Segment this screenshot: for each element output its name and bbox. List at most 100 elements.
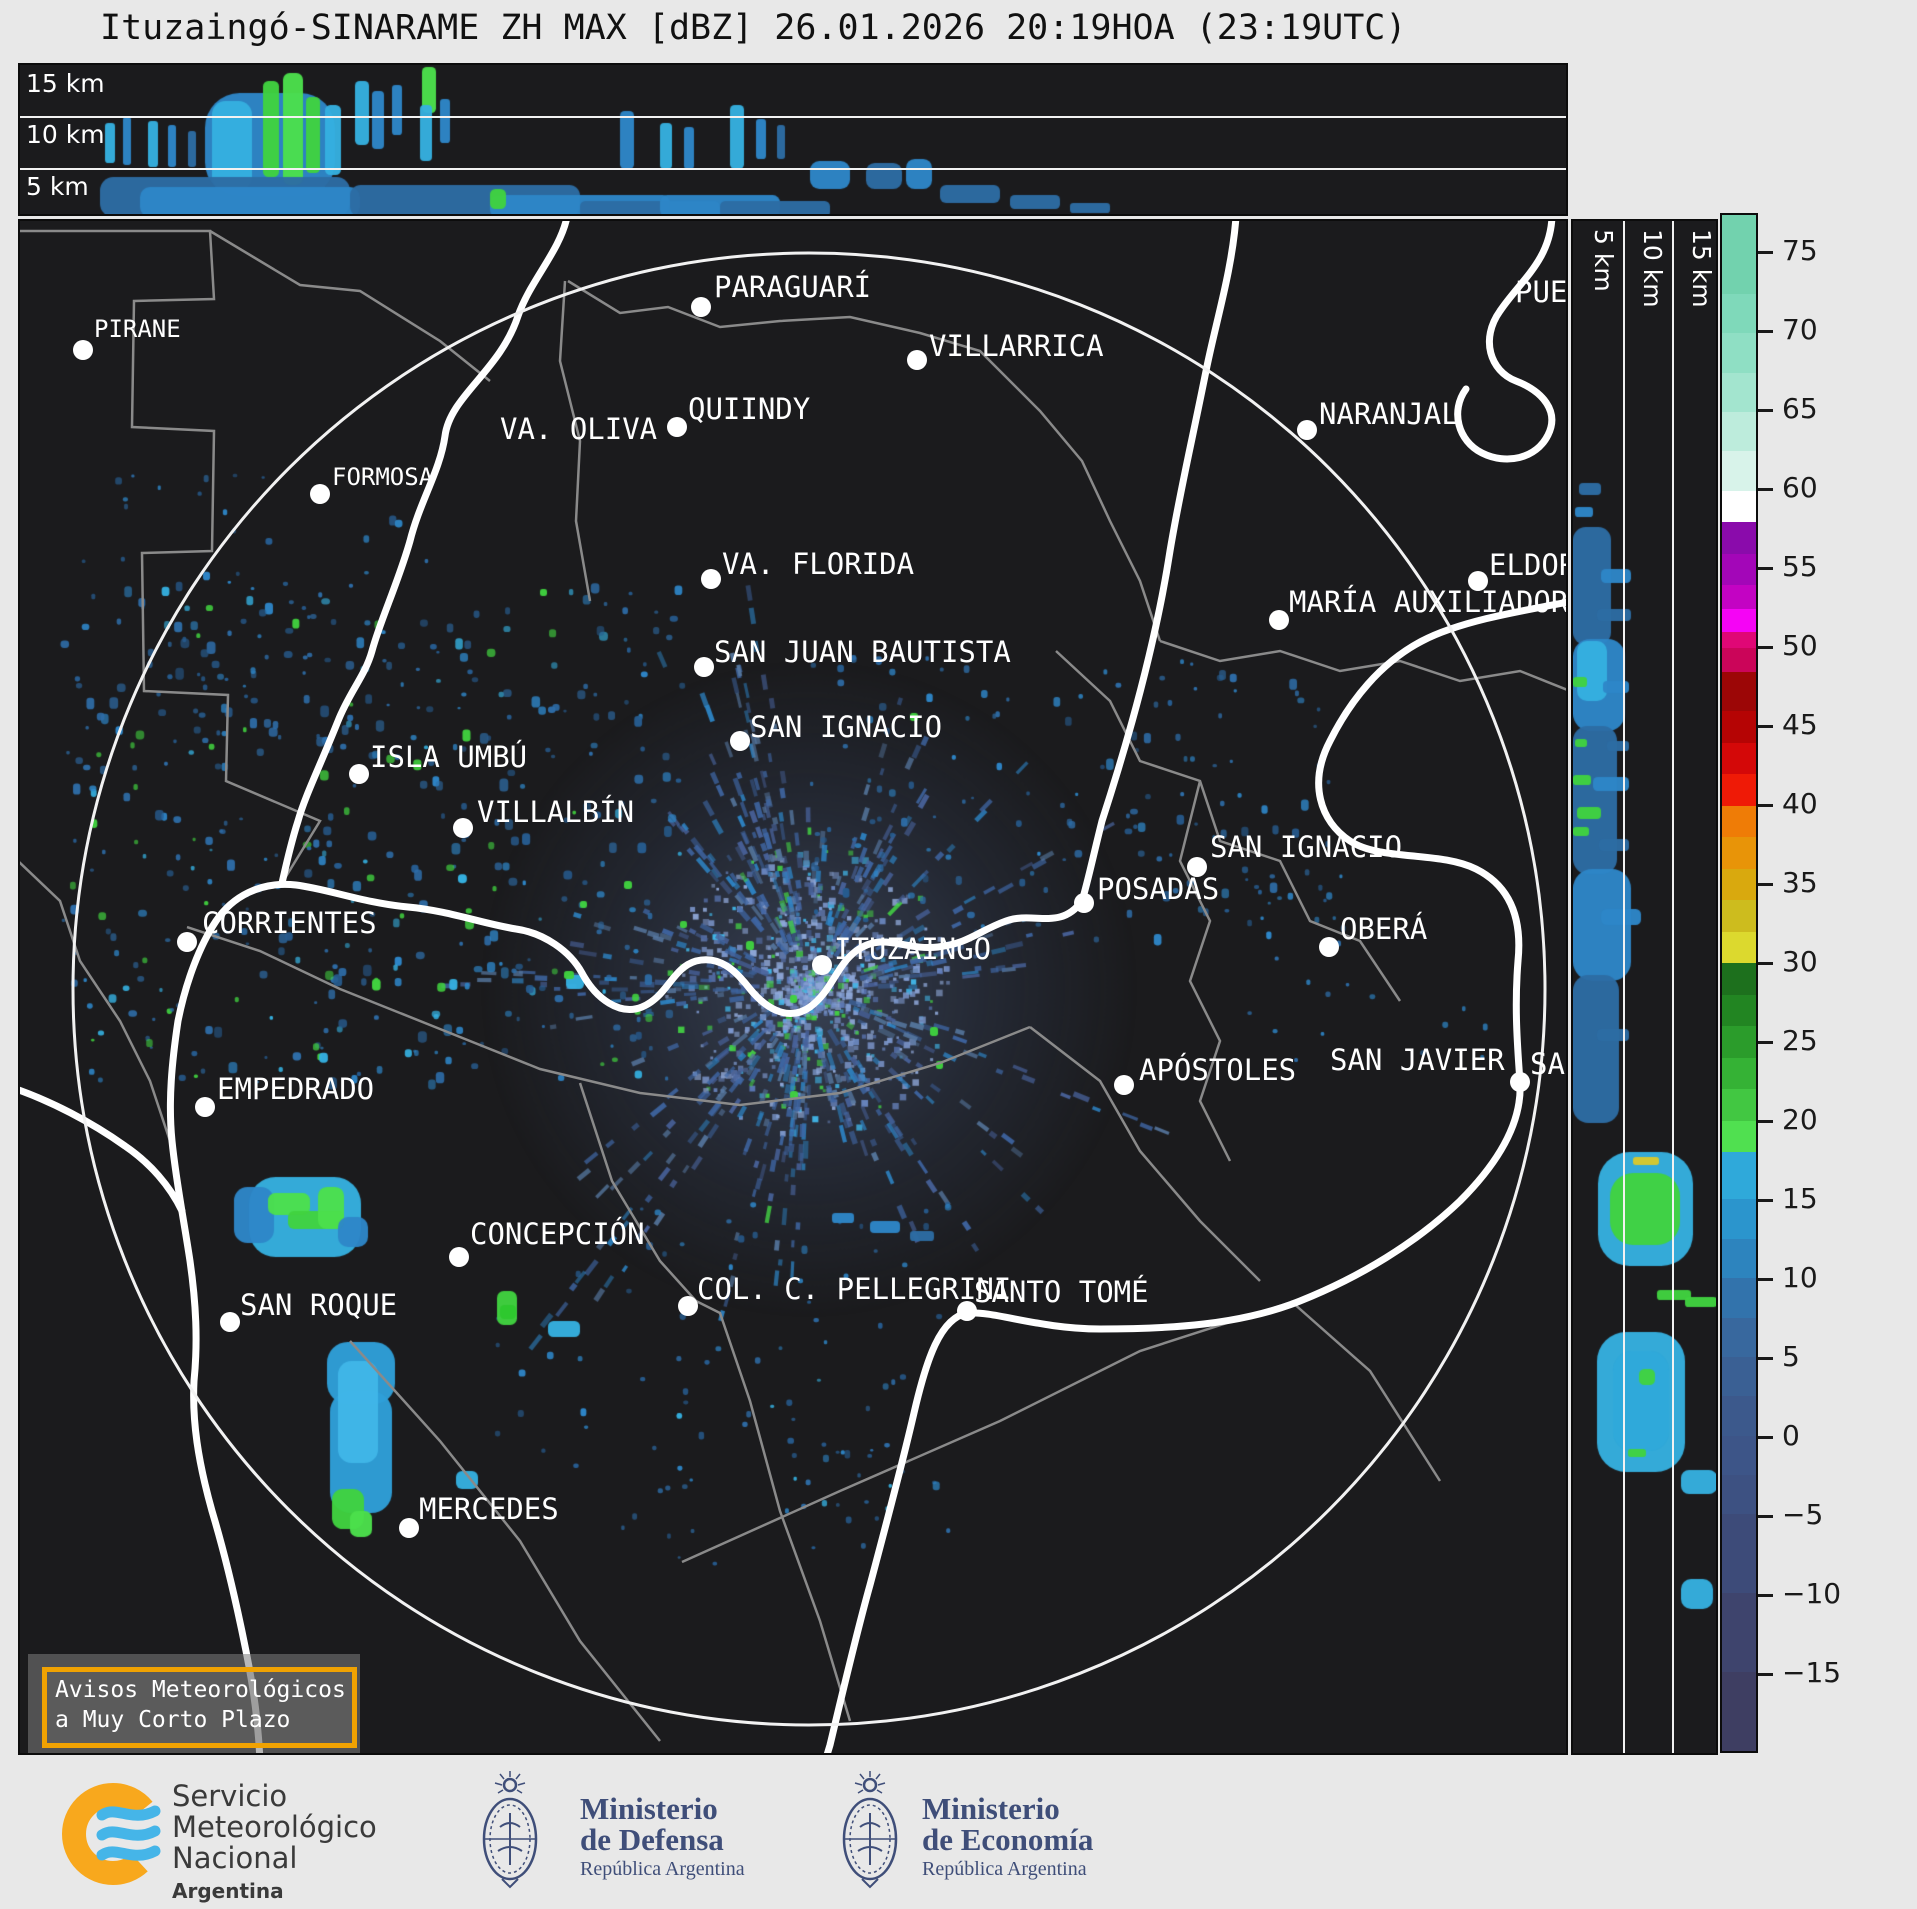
city-dot — [195, 1097, 215, 1117]
economia-line-1: Ministerio — [922, 1791, 1060, 1826]
colorbar-tick — [1758, 408, 1773, 412]
city-dot — [220, 1312, 240, 1332]
radar-map: PIRANE PARAGUARÍ VILLARRICA QUIINDY VA. OLIV… — [18, 219, 1568, 1755]
colorbar-segment — [1722, 490, 1756, 523]
dbz-colorbar — [1720, 213, 1758, 1753]
city-label: SAN IGNACIO — [1210, 830, 1403, 864]
river-parana — [166, 221, 1240, 1753]
defensa-wordmark: Ministerio de Defensa República Argentin… — [580, 1793, 745, 1881]
colorbar-tick-label: 0 — [1782, 1419, 1800, 1453]
city-dot — [678, 1296, 698, 1316]
colorbar-segment — [1722, 1278, 1756, 1318]
river-parana-upper-loops — [1454, 221, 1556, 463]
river-west-tributary — [20, 1086, 186, 1215]
colorbar-segment — [1722, 711, 1756, 743]
colorbar-segment — [1722, 1317, 1756, 1357]
city-dot — [399, 1518, 419, 1538]
top-cross-section-echoes — [20, 65, 1566, 214]
colorbar-tick — [1758, 1356, 1773, 1360]
city-dot — [453, 818, 473, 838]
city-label: POSADAS — [1097, 872, 1220, 906]
colorbar-tick — [1758, 1040, 1773, 1044]
city-label: SAN ROQUE — [240, 1288, 398, 1322]
colorbar-tick — [1758, 1593, 1773, 1597]
altitude-label-5km: 5 km — [26, 172, 89, 201]
page-title: Ituzaingó-SINARAME ZH MAX [dBZ] 26.01.20… — [100, 8, 1407, 48]
colorbar-segment — [1722, 1120, 1756, 1153]
city-dot — [449, 1247, 469, 1267]
colorbar-segment — [1722, 1089, 1756, 1121]
city-label: FORMOSA — [332, 463, 434, 491]
city-dot — [310, 484, 330, 504]
city-dot — [730, 731, 750, 751]
colorbar-tick — [1758, 882, 1773, 886]
city-dot — [694, 657, 714, 677]
colorbar-segment — [1722, 293, 1756, 334]
altitude-label-15km: 15 km — [26, 69, 105, 98]
city-dot — [667, 417, 687, 437]
defensa-sub: República Argentina — [580, 1858, 745, 1880]
city-dot — [73, 340, 93, 360]
city-label: CONCEPCIÓN — [470, 1217, 645, 1251]
city-label: PUERTO — [1515, 275, 1568, 309]
colorbar-tick-label: 40 — [1782, 787, 1818, 821]
city-label: PARAGUARÍ — [714, 270, 872, 304]
radar-range-circle — [71, 251, 1547, 1727]
colorbar-segment — [1722, 585, 1756, 609]
city-dot — [177, 932, 197, 952]
colorbar-tick-label: 20 — [1782, 1103, 1818, 1137]
colorbar-tick — [1758, 1435, 1773, 1439]
smn-sub: Argentina — [172, 1879, 284, 1903]
colorbar-tick-label: 15 — [1782, 1182, 1818, 1216]
colorbar-tick — [1758, 329, 1773, 333]
city-label: QUIINDY — [688, 392, 811, 426]
city-dot — [1319, 937, 1339, 957]
colorbar-segment — [1722, 994, 1756, 1027]
city-label: VILLARRICA — [929, 329, 1104, 363]
colorbar-segment — [1722, 742, 1756, 775]
colorbar-tick-label: 50 — [1782, 629, 1818, 663]
city-label: SANTO TOMÉ — [974, 1275, 1149, 1309]
colorbar-tick — [1758, 566, 1773, 570]
city-label: VA. FLORIDA — [722, 547, 915, 581]
smn-line-2: Meteorológico — [172, 1810, 377, 1844]
colorbar-segment — [1722, 632, 1756, 649]
warning-line-1: Avisos Meteorológicos — [55, 1677, 346, 1703]
weather-warning-text: Avisos Meteorológicos a Muy Corto Plazo — [42, 1667, 357, 1748]
smn-wordmark: Servicio Meteorológico Nacional Argentin… — [172, 1781, 377, 1907]
river-paraguay — [278, 221, 570, 887]
city-label: PIRANE — [94, 315, 181, 343]
city-label: COL. C. PELLEGRINI — [697, 1272, 1012, 1306]
city-dot — [691, 297, 711, 317]
colorbar-segment — [1722, 553, 1756, 586]
city-label: SAN JUAN BAUTISTA — [714, 635, 1011, 669]
map-geography-overlay — [20, 221, 1566, 1753]
city-label: VA. OLIVA — [500, 412, 658, 446]
colorbar-tick-label: −10 — [1782, 1577, 1842, 1611]
admin-borders — [20, 229, 1566, 1742]
economia-line-2: de Economía — [922, 1822, 1094, 1857]
colorbar-tick-label: 10 — [1782, 1261, 1818, 1295]
altitude-line-10km-vertical — [1672, 221, 1674, 1753]
colorbar-tick — [1758, 1277, 1773, 1281]
colorbar-segment — [1722, 931, 1756, 964]
city-label: ISLA UMBÚ — [370, 740, 528, 774]
city-label: SAI — [1530, 1047, 1566, 1081]
city-dot — [1297, 420, 1317, 440]
colorbar-segment — [1722, 451, 1756, 491]
colorbar-tick — [1758, 803, 1773, 807]
colorbar-segment — [1722, 1152, 1756, 1200]
colorbar-segment — [1722, 522, 1756, 554]
city-label: MARÍA AUXILIADORA — [1289, 585, 1568, 619]
colorbar-segment — [1722, 608, 1756, 633]
city-dot — [1269, 610, 1289, 630]
city-dot — [701, 569, 721, 589]
colorbar-tick-label: 30 — [1782, 945, 1818, 979]
colorbar-segment — [1722, 1199, 1756, 1239]
colorbar-segment — [1722, 1435, 1756, 1476]
city-label: VILLALBÍN — [477, 795, 635, 829]
defensa-line-2: de Defensa — [580, 1822, 724, 1857]
footer-logos: Servicio Meteorológico Nacional Argentin… — [0, 1755, 1917, 1909]
colorbar-tick — [1758, 1198, 1773, 1202]
smn-line-3: Nacional — [172, 1841, 298, 1875]
